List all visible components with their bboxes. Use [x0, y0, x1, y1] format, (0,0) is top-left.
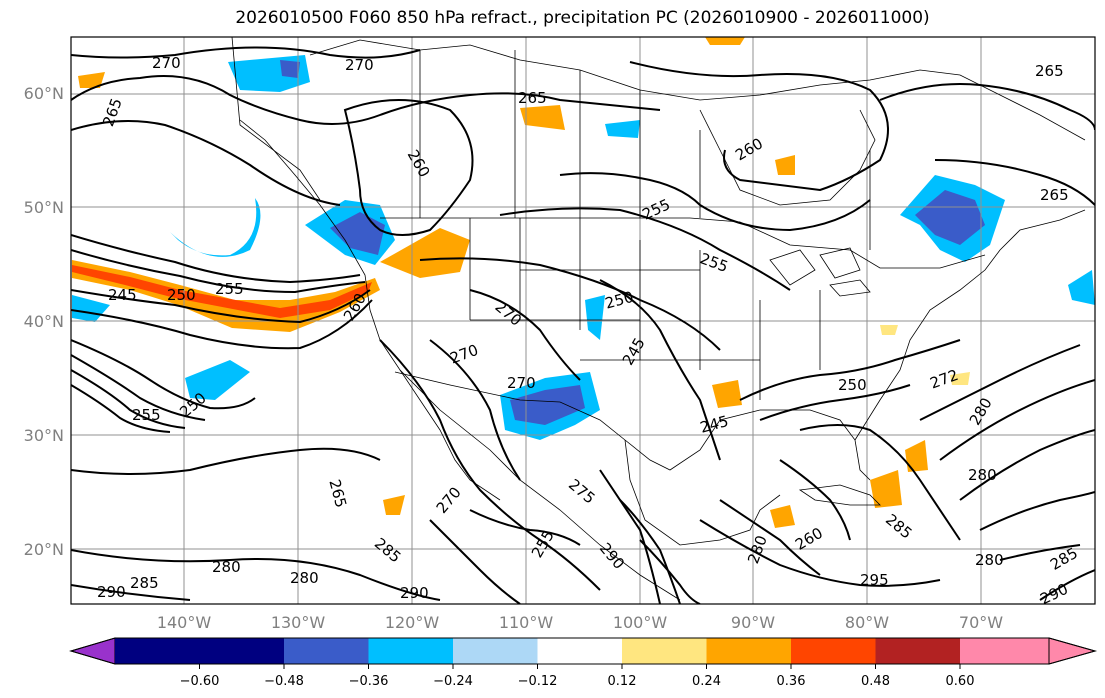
precip-positive-hudson-east [775, 155, 795, 175]
colorbar-swatch [706, 638, 791, 664]
colorbar-swatch [199, 638, 284, 664]
precip-positive-labrador [520, 105, 565, 130]
colorbar-tick-label: 0.48 [861, 674, 890, 689]
precip-positive-atlantic-east [905, 440, 928, 472]
contour-label: 255 [132, 406, 161, 424]
precip-negative-rockies [585, 295, 605, 340]
contour-label: 270 [152, 54, 181, 72]
colorbar-tick-label: −0.12 [518, 674, 558, 689]
colorbar-swatch [368, 638, 453, 664]
contour-label: 265 [1035, 62, 1064, 80]
precip-positive-top-center [705, 37, 745, 45]
precip-positive-midwest [712, 380, 742, 408]
lon-label-140w: 140°W [157, 613, 212, 632]
refractivity-contours [71, 46, 1095, 604]
precip-positive-alaska-west [78, 72, 105, 88]
colorbar-tick-label: −0.24 [433, 674, 473, 689]
contour-label: 280 [975, 551, 1004, 569]
map-plot-area: 270 270 265 265 260 260 265 265 255 255 … [71, 37, 1095, 604]
colorbar-swatch [960, 638, 1049, 664]
lat-label-20n: 20°N [24, 540, 64, 559]
precip-negative-atlantic [1068, 270, 1095, 305]
precip-positive-atlantic-ne [950, 372, 970, 385]
contour-label: 250 [167, 286, 196, 304]
contour-label: 270 [345, 56, 374, 74]
colorbar-ticks [199, 664, 961, 669]
lat-label-40n: 40°N [24, 312, 64, 331]
lon-label-80w: 80°W [845, 613, 889, 632]
lat-label-50n: 50°N [24, 198, 64, 217]
precip-negative-alaska-core [280, 60, 300, 78]
canada-province-lines [419, 50, 871, 250]
colorbar-swatch [115, 638, 200, 664]
cuba-coast [798, 484, 881, 506]
contour-label: 290 [400, 584, 429, 602]
colorbar: −0.60 −0.48 −0.36 −0.24 −0.12 0.12 0.24 … [69, 637, 1097, 689]
lon-label-130w: 130°W [271, 613, 326, 632]
lon-label-120w: 120°W [385, 613, 440, 632]
longitude-labels: 140°W 130°W 120°W 110°W 100°W 90°W 80°W … [157, 613, 1003, 632]
precip-positive-florida-east [880, 325, 898, 335]
contour-label: 280 [212, 558, 241, 576]
atlantic-coast [854, 209, 1086, 441]
contour-label: 290 [97, 583, 126, 601]
contour-label: 285 [130, 574, 159, 592]
colorbar-outline [69, 637, 1097, 665]
colorbar-tick-label: −0.36 [349, 674, 389, 689]
contour-label: 280 [968, 466, 997, 484]
great-lakes [769, 247, 871, 297]
us-mexico-border [394, 371, 626, 441]
contour-label: 250 [838, 376, 867, 394]
precipitation-shading [72, 37, 1095, 528]
precip-positive-atlantic-south [870, 470, 902, 508]
colorbar-tick-label: 0.24 [692, 674, 721, 689]
pacific-coast [239, 119, 681, 601]
colorbar-tick-label: 0.60 [946, 674, 975, 689]
alaska-border [231, 37, 321, 201]
contour-label: 280 [290, 569, 319, 587]
precip-negative-east-pacific [185, 360, 250, 400]
gulf-coast [624, 409, 871, 481]
contour-label: 265 [518, 89, 547, 107]
colorbar-tick-label: −0.60 [180, 674, 220, 689]
contour-label: 245 [108, 286, 137, 304]
precip-negative-quebec-core [915, 190, 985, 245]
contour-label: 295 [860, 571, 889, 589]
precip-positive-oregon [380, 228, 470, 278]
lon-label-100w: 100°W [613, 613, 668, 632]
colorbar-extend-low [69, 637, 116, 665]
lon-label-110w: 110°W [499, 613, 554, 632]
lon-label-90w: 90°W [731, 613, 775, 632]
precip-positive-pacific-sw [383, 495, 405, 515]
us-canada-border [380, 217, 986, 269]
precip-negative-southwest-core [510, 385, 585, 425]
colorbar-swatch [537, 638, 622, 664]
colorbar-extend-high [1048, 637, 1097, 665]
contour-label: 255 [215, 280, 244, 298]
mexico-gulf-coast [624, 439, 781, 546]
precip-negative-hudson [605, 120, 640, 138]
map-frame [70, 36, 1096, 605]
lat-label-60n: 60°N [24, 84, 64, 103]
latitude-labels: 60°N 50°N 40°N 30°N 20°N [24, 84, 64, 559]
contour-label: 265 [1040, 186, 1069, 204]
precip-positive-caribbean [770, 505, 795, 528]
colorbar-swatch [791, 638, 876, 664]
colorbar-tick-label: 0.36 [777, 674, 806, 689]
map-title: 2026010500 F060 850 hPa refract., precip… [235, 8, 930, 28]
colorbar-tick-label: 0.12 [608, 674, 637, 689]
contour-label: 270 [507, 374, 536, 392]
lon-label-70w: 70°W [959, 613, 1003, 632]
colorbar-swatch [453, 638, 538, 664]
colorbar-swatch [284, 638, 369, 664]
colorbar-swatch [875, 638, 960, 664]
colorbar-tick-label: −0.48 [264, 674, 304, 689]
colorbar-swatch [622, 638, 707, 664]
lat-label-30n: 30°N [24, 426, 64, 445]
